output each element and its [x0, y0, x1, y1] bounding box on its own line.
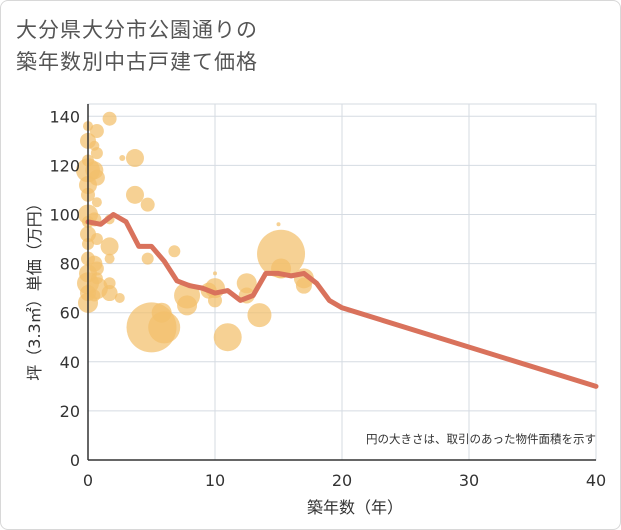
trend-line-layer — [85, 211, 599, 389]
data-bubble — [177, 295, 198, 316]
title-line-1: 大分県大分市公園通りの — [16, 18, 258, 42]
data-bubble — [236, 273, 257, 294]
y-tick-label: 140 — [49, 107, 80, 126]
title-line-2: 築年数別中古戸建て価格 — [16, 50, 258, 74]
data-bubble — [125, 149, 144, 168]
y-tick-label: 80 — [60, 255, 80, 274]
y-tick-label: 0 — [70, 451, 80, 470]
data-bubble — [140, 197, 155, 212]
data-bubble — [100, 237, 119, 256]
data-bubble — [141, 252, 154, 265]
data-bubble — [168, 245, 181, 258]
y-tick-label: 60 — [60, 304, 80, 323]
x-tick-label: 0 — [83, 471, 93, 490]
data-bubble — [213, 271, 217, 276]
y-tick-label: 120 — [49, 156, 80, 175]
x-axis-label: 築年数（年） — [307, 498, 403, 517]
data-bubble — [91, 197, 102, 208]
data-bubble — [247, 303, 272, 328]
data-bubble — [89, 261, 104, 276]
x-tick-label: 10 — [205, 471, 225, 490]
x-tick-label: 40 — [586, 471, 606, 490]
bubble-layer — [76, 111, 314, 353]
y-tick-label: 20 — [60, 402, 80, 421]
x-tick-label: 30 — [459, 471, 479, 490]
axes: 0 10 20 30 40 0 20 40 60 80 100 120 140 — [49, 104, 606, 490]
trend-line — [85, 211, 599, 389]
data-bubble — [257, 229, 306, 278]
data-bubble — [295, 277, 312, 294]
chart-title: 大分県大分市公園通りの 築年数別中古戸建て価格 — [16, 14, 436, 78]
data-bubble — [102, 111, 117, 126]
grid — [87, 103, 597, 461]
data-bubble — [276, 222, 281, 227]
data-bubble — [90, 147, 103, 160]
data-bubble — [104, 253, 115, 264]
y-axis-label: 坪（3.3㎡）単価（万円） — [25, 195, 44, 380]
data-bubble — [90, 233, 103, 246]
data-bubble — [114, 292, 125, 303]
x-tick-label: 20 — [332, 471, 352, 490]
data-bubble — [125, 185, 144, 204]
y-tick-label: 40 — [60, 353, 80, 372]
data-bubble — [148, 311, 181, 344]
data-bubble — [89, 124, 104, 139]
data-bubble — [208, 293, 222, 308]
size-note: 円の大きさは、取引のあった物件面積を示す — [366, 432, 596, 446]
data-bubble — [88, 169, 105, 186]
data-bubble — [213, 323, 242, 352]
y-tick-label: 100 — [49, 205, 80, 224]
data-bubble — [101, 285, 118, 302]
data-bubble — [119, 155, 126, 162]
